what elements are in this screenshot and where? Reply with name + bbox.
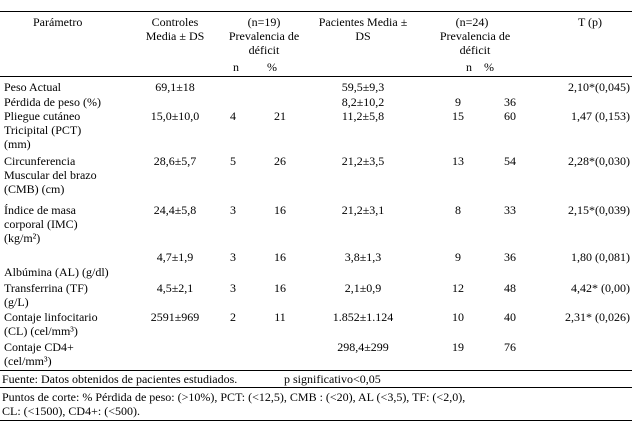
header-deficit-c: déficit: [248, 43, 280, 57]
cell-pct-c: 11: [274, 310, 286, 324]
header-controles-media: Media ± DS: [145, 29, 205, 43]
cell-pct-p: 54: [504, 154, 516, 168]
cell-n-c: 3: [230, 250, 236, 264]
row-label: Pérdida de peso (%): [4, 95, 101, 109]
cell-pct-p: 33: [504, 203, 516, 217]
cell-pacientes: 2,1±0,9: [344, 281, 382, 295]
top-rule: [0, 11, 632, 12]
cell-n-p: 8: [455, 203, 461, 217]
cell-pct-p: 36: [504, 95, 516, 109]
cell-t: 1,80 (0,081): [571, 250, 630, 264]
cell-n-c: 4: [230, 109, 236, 123]
cell-t: 4,42* (0,00): [571, 281, 630, 295]
row-label: Índice de masa: [4, 203, 76, 217]
cell-pacientes: 1.852±1.124: [332, 310, 394, 324]
cell-controles: 4,5±2,1: [156, 281, 194, 295]
cell-n-p: 12: [452, 281, 464, 295]
header-rule: [0, 76, 632, 77]
header-pct-col-c: %: [267, 60, 277, 74]
row-label: (mm): [4, 137, 31, 151]
cell-pacientes: 8,2±10,2: [341, 95, 385, 109]
cell-pct-c: 26: [274, 154, 286, 168]
row-label: Peso Actual: [4, 80, 61, 94]
header-prevalencia-p: Prevalencia de: [439, 29, 511, 43]
cell-t: 1,47 (0,153): [571, 109, 630, 123]
row-label: Transferrina (TF): [4, 281, 88, 295]
row-label: (kg/m²): [4, 231, 41, 245]
cell-pacientes: 59,5±9,3: [341, 80, 385, 94]
row-label: Albúmina (AL) (g/dl): [4, 265, 109, 279]
cell-pacientes: 298,4±299: [337, 340, 389, 354]
cell-pct-c: 16: [274, 203, 286, 217]
cell-pct-p: 60: [504, 109, 516, 123]
header-deficit-p: déficit: [459, 43, 491, 57]
cell-n-c: 2: [230, 310, 236, 324]
row-label: Tricipital (PCT): [4, 123, 82, 137]
row-label: Contaje linfocitario: [4, 310, 98, 324]
cell-t: 2,10*(0,045): [568, 80, 630, 94]
cell-n-c: 5: [230, 154, 236, 168]
cell-controles: 69,1±18: [155, 80, 195, 94]
cell-pct-c: 16: [274, 250, 286, 264]
row-label: Muscular del brazo: [4, 168, 97, 182]
cell-n-p: 9: [455, 250, 461, 264]
cell-t: 2,31* (0,026): [565, 310, 630, 324]
header-pct-col-p: %: [484, 60, 494, 74]
header-t: T (p): [577, 15, 603, 29]
cell-n-p: 15: [452, 109, 464, 123]
cell-n-p: 13: [452, 154, 464, 168]
header-pacientes-ds: DS: [355, 29, 371, 43]
header-n-col-c: n: [233, 60, 239, 74]
row-label: (CMB) (cm): [4, 182, 65, 196]
header-pacientes: Pacientes Media ±: [318, 15, 408, 29]
cell-pacientes: 3,8±1,3: [344, 250, 382, 264]
header-controles: Controles: [151, 15, 199, 29]
cell-controles: 4,7±1,9: [156, 250, 194, 264]
row-label: Circunferencia: [4, 154, 76, 168]
cell-controles: 15,0±10,0: [150, 109, 200, 123]
cell-pacientes: 21,2±3,5: [341, 154, 385, 168]
row-label: Pliegue cutáneo: [4, 109, 81, 123]
cell-controles: 28,6±5,7: [153, 154, 197, 168]
header-n-col-p: n: [466, 60, 472, 74]
header-n-pacientes: (n=24): [455, 15, 489, 29]
cell-pct-c: 21: [274, 109, 286, 123]
row-label: (g/L): [4, 295, 29, 309]
table-bottom-rule: [0, 370, 632, 371]
row-label: (cel/mm³): [4, 354, 52, 368]
header-prevalencia-c: Prevalencia de: [228, 29, 300, 43]
header-parametro: Parámetro: [33, 15, 83, 29]
cell-controles: 24,4±5,8: [153, 203, 197, 217]
cell-pct-p: 48: [504, 281, 516, 295]
cell-n-p: 9: [455, 95, 461, 109]
cell-n-p: 19: [452, 340, 464, 354]
footer-psig: p significativo<0,05: [284, 372, 381, 386]
cell-pct-p: 76: [504, 340, 516, 354]
cell-pacientes: 11,2±5,8: [341, 109, 385, 123]
row-label: (CL) (cel/mm³): [4, 324, 78, 338]
cell-n-p: 10: [452, 310, 464, 324]
cell-t: 2,28*(0,030): [568, 154, 630, 168]
footer-cutoff-2: CL: (<1500), CD4+: (<500).: [2, 404, 140, 418]
cell-n-c: 3: [230, 281, 236, 295]
cell-pct-p: 40: [504, 310, 516, 324]
footer-cutoff-1: Puntos de corte: % Pérdida de peso: (>10…: [2, 390, 466, 404]
cell-pacientes: 21,2±3,1: [341, 203, 385, 217]
footer-rule: [0, 387, 632, 388]
bottom-rule: [0, 420, 632, 421]
cell-n-c: 3: [230, 203, 236, 217]
row-label: corporal (IMC): [4, 217, 78, 231]
header-n-controles: (n=19): [247, 15, 281, 29]
row-label: Contaje CD4+: [4, 340, 74, 354]
footer-source: Fuente: Datos obtenidos de pacientes est…: [2, 372, 238, 386]
cell-t: 2,15*(0,039): [568, 203, 630, 217]
cell-controles: 2591±969: [150, 310, 200, 324]
cell-pct-p: 36: [504, 250, 516, 264]
cell-pct-c: 16: [274, 281, 286, 295]
